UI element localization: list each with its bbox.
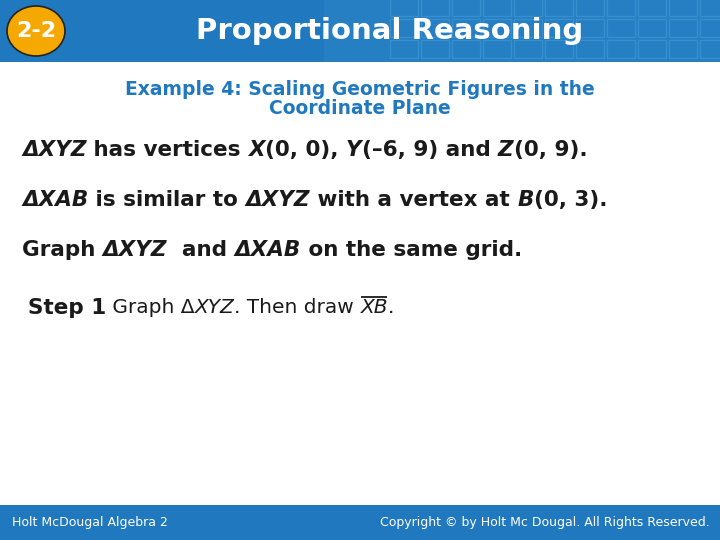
Bar — [638, 40, 666, 58]
Bar — [390, 19, 418, 37]
Bar — [0, 62, 720, 505]
Bar — [514, 40, 542, 58]
Text: ΔXYZ: ΔXYZ — [246, 190, 310, 210]
Text: . Then draw: . Then draw — [235, 298, 361, 317]
Bar — [0, 0, 720, 62]
Ellipse shape — [7, 6, 65, 56]
Bar — [514, 19, 542, 37]
Bar — [669, 19, 697, 37]
Bar — [545, 19, 573, 37]
Text: Copyright © by Holt Mc Dougal. All Rights Reserved.: Copyright © by Holt Mc Dougal. All Right… — [380, 516, 710, 529]
Text: is similar to: is similar to — [89, 190, 246, 210]
Bar — [576, 40, 604, 58]
Text: (0, 9).: (0, 9). — [513, 140, 588, 160]
Bar — [452, 40, 480, 58]
Bar — [0, 505, 720, 540]
Bar — [421, 0, 449, 16]
Text: Holt McDougal Algebra 2: Holt McDougal Algebra 2 — [12, 516, 168, 529]
Text: ΔXAB: ΔXAB — [22, 190, 89, 210]
Bar — [669, 40, 697, 58]
Text: Graph: Graph — [22, 240, 103, 260]
Text: Y: Y — [346, 140, 361, 160]
Bar — [700, 19, 720, 37]
Text: ΔXYZ: ΔXYZ — [22, 140, 86, 160]
Bar — [607, 19, 635, 37]
Bar — [545, 40, 573, 58]
Text: and: and — [167, 240, 235, 260]
Bar — [576, 19, 604, 37]
Bar — [390, 40, 418, 58]
Text: 2-2: 2-2 — [16, 21, 56, 41]
Bar — [452, 19, 480, 37]
Bar — [700, 40, 720, 58]
Bar — [607, 40, 635, 58]
Bar — [576, 0, 604, 16]
Text: .: . — [388, 298, 395, 317]
Text: (0, 0),: (0, 0), — [265, 140, 346, 160]
Bar — [483, 40, 511, 58]
Text: X: X — [248, 140, 265, 160]
Bar — [700, 0, 720, 16]
Bar — [514, 0, 542, 16]
Text: Graph Δ: Graph Δ — [107, 298, 194, 317]
Text: Coordinate Plane: Coordinate Plane — [269, 99, 451, 118]
Bar — [421, 19, 449, 37]
Text: ΔXAB: ΔXAB — [235, 240, 301, 260]
Text: ΔXYZ: ΔXYZ — [103, 240, 167, 260]
Bar — [483, 19, 511, 37]
Text: XYZ: XYZ — [194, 298, 235, 317]
Bar — [545, 0, 573, 16]
Text: Example 4: Scaling Geometric Figures in the: Example 4: Scaling Geometric Figures in … — [125, 80, 595, 99]
Bar — [324, 0, 720, 62]
Text: Proportional Reasoning: Proportional Reasoning — [197, 17, 584, 45]
Bar — [452, 0, 480, 16]
Bar — [638, 0, 666, 16]
Text: with a vertex at: with a vertex at — [310, 190, 518, 210]
Bar — [421, 40, 449, 58]
Text: Step 1: Step 1 — [28, 298, 107, 318]
Bar — [638, 19, 666, 37]
Bar — [390, 0, 418, 16]
Bar — [607, 0, 635, 16]
Text: Z: Z — [498, 140, 513, 160]
Text: (0, 3).: (0, 3). — [534, 190, 607, 210]
Text: B: B — [518, 190, 534, 210]
Text: (–6, 9) and: (–6, 9) and — [361, 140, 498, 160]
Bar — [483, 0, 511, 16]
Text: on the same grid.: on the same grid. — [301, 240, 523, 260]
Text: has vertices: has vertices — [86, 140, 248, 160]
Bar — [669, 0, 697, 16]
Text: XB: XB — [361, 298, 388, 317]
